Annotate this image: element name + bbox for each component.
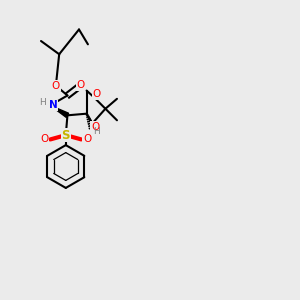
Text: O: O (83, 134, 92, 144)
Polygon shape (50, 105, 69, 117)
Text: O: O (40, 134, 48, 144)
Text: H: H (40, 98, 46, 107)
Text: O: O (52, 81, 60, 91)
Text: N: N (49, 100, 58, 110)
Text: S: S (61, 129, 70, 142)
Text: O: O (93, 89, 101, 99)
Text: O: O (76, 80, 85, 90)
Text: H: H (94, 127, 100, 136)
Text: O: O (91, 122, 99, 132)
